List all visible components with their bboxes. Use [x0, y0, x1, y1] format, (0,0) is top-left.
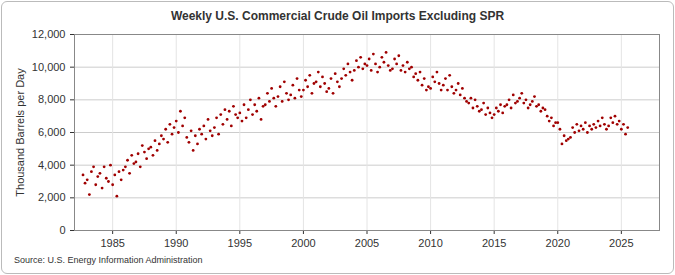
svg-text:12,000: 12,000	[32, 28, 66, 40]
svg-text:2015: 2015	[482, 237, 506, 249]
svg-text:1985: 1985	[100, 237, 124, 249]
svg-text:8,000: 8,000	[38, 93, 66, 105]
svg-text:0: 0	[59, 224, 65, 236]
svg-text:1995: 1995	[228, 237, 252, 249]
svg-text:10,000: 10,000	[32, 61, 66, 73]
svg-text:2010: 2010	[418, 237, 442, 249]
svg-text:2,000: 2,000	[38, 191, 66, 203]
svg-text:2020: 2020	[546, 237, 570, 249]
svg-text:2000: 2000	[291, 237, 315, 249]
html-text:Weekly U.S. Commercial Crude O: Weekly U.S. Commercial Crude Oil Imports…	[170, 9, 505, 23]
svg-text:2025: 2025	[609, 237, 633, 249]
svg-text:6,000: 6,000	[38, 126, 66, 138]
svg-text:4,000: 4,000	[38, 159, 66, 171]
svg-text:2005: 2005	[355, 237, 379, 249]
html-text:Source: U.S. Energy Informatio: Source: U.S. Energy Information Administ…	[14, 255, 203, 265]
svg-text:Thousand Barrels per Day: Thousand Barrels per Day	[14, 68, 26, 197]
svg-text:1990: 1990	[164, 237, 188, 249]
